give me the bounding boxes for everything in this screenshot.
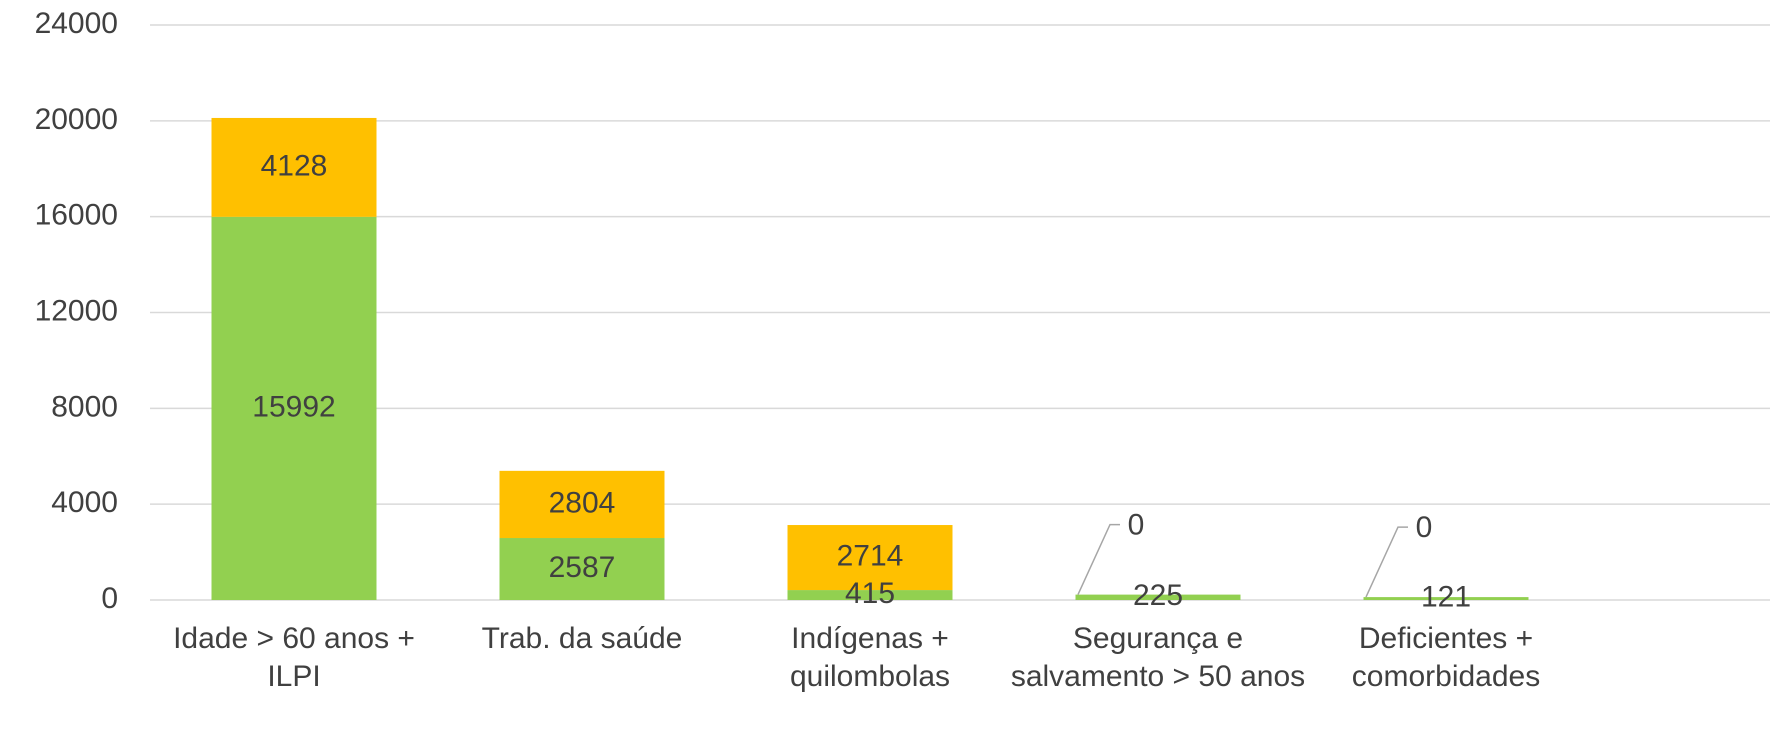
data-label: 0 <box>1128 509 1145 542</box>
bar-segment <box>211 216 377 600</box>
y-tick-label: 8000 <box>51 390 118 423</box>
x-tick-label: Segurança e salvamento > 50 anos <box>1010 622 1306 693</box>
data-label: 121 <box>1421 580 1471 613</box>
data-label: 2587 <box>549 551 616 584</box>
x-tick-label: Trab. da saúde <box>481 622 683 655</box>
data-label: 2714 <box>837 539 904 572</box>
data-label: 225 <box>1133 579 1183 612</box>
y-tick-label: 20000 <box>35 103 118 136</box>
y-tick-label: 24000 <box>35 7 118 40</box>
bar-segment <box>499 538 665 600</box>
data-label: 415 <box>845 577 895 610</box>
y-tick-label: 12000 <box>35 294 118 327</box>
y-tick-label: 0 <box>101 582 118 615</box>
x-tick-label: Idade > 60 anos + ILPI <box>173 622 415 693</box>
bar-segment <box>1075 594 1241 600</box>
data-label: 0 <box>1416 511 1433 544</box>
data-label: 4128 <box>261 149 328 182</box>
bar-segment <box>787 590 953 600</box>
bar-segment <box>211 117 377 217</box>
bar-segment <box>1363 597 1529 600</box>
x-tick-label: Indígenas + quilombolas <box>789 622 951 693</box>
bar-segment <box>499 470 665 539</box>
bar-segment <box>787 525 953 591</box>
data-label: 15992 <box>252 390 335 423</box>
y-tick-label: 16000 <box>35 199 118 232</box>
data-label: 2804 <box>549 486 616 519</box>
y-tick-label: 4000 <box>51 486 118 519</box>
x-tick-label: Deficientes + comorbidades <box>1351 622 1541 693</box>
leader-line <box>1365 526 1408 598</box>
leader-line <box>1077 523 1120 595</box>
